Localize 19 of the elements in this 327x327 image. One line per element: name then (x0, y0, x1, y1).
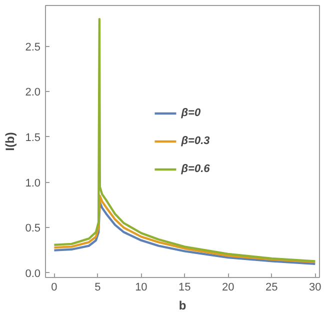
x-tick-label: 15 (178, 282, 191, 294)
legend-label: β=0.3 (181, 135, 210, 147)
y-axis-title: I(b) (3, 132, 18, 151)
x-tick-label: 30 (309, 282, 322, 294)
y-tick-label: 0.0 (25, 268, 41, 280)
x-tick-label: 0 (51, 282, 58, 294)
x-tick-label: 25 (266, 282, 278, 294)
x-axis-title: b (178, 298, 186, 312)
x-tick-label: 5 (94, 282, 101, 294)
legend-label: β=0.6 (181, 163, 210, 175)
x-tick-label: 20 (222, 282, 234, 294)
y-tick-label: 1.5 (25, 132, 41, 144)
y-tick-label: 2.0 (25, 86, 41, 99)
y-tick-label: 0.5 (25, 222, 41, 235)
x-tick-label: 10 (135, 282, 148, 294)
legend-label: β=0 (181, 107, 202, 119)
y-tick-label: 1.0 (25, 177, 41, 190)
y-tick-label: 2.5 (25, 41, 41, 54)
line-series (53, 18, 316, 262)
